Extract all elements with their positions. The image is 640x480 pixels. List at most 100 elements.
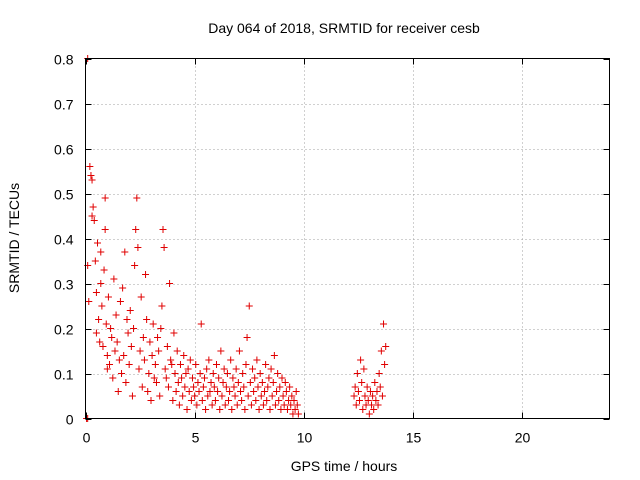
- data-point: [351, 383, 359, 391]
- data-point: [374, 401, 382, 409]
- chart-title: Day 064 of 2018, SRMTID for receiver ces…: [208, 20, 480, 36]
- data-point: [373, 388, 381, 395]
- data-point: [135, 365, 143, 373]
- data-point: [208, 401, 216, 409]
- data-point: [134, 244, 142, 251]
- data-point: [178, 374, 186, 382]
- data-point: [205, 356, 213, 364]
- y-tick-label: 0.8: [54, 52, 74, 68]
- data-point: [121, 248, 129, 256]
- data-point: [229, 374, 237, 382]
- data-point: [149, 320, 157, 328]
- data-point: [97, 248, 105, 256]
- data-point: [111, 347, 119, 355]
- data-point: [378, 392, 386, 400]
- data-point: [376, 383, 384, 391]
- data-point: [147, 397, 155, 404]
- data-point: [137, 293, 145, 301]
- data-point: [241, 406, 249, 413]
- data-point: [233, 401, 241, 409]
- data-point: [294, 410, 302, 418]
- data-point: [359, 406, 367, 413]
- data-point: [86, 163, 94, 170]
- data-point: [95, 316, 103, 323]
- data-point: [131, 262, 139, 269]
- data-point: [230, 383, 238, 391]
- data-point: [185, 388, 193, 395]
- data-point: [238, 397, 246, 404]
- data-point: [278, 374, 286, 382]
- data-point: [369, 392, 377, 400]
- data-point: [257, 392, 265, 400]
- data-point: [126, 307, 134, 314]
- data-point: [206, 388, 214, 395]
- data-point: [101, 226, 109, 233]
- data-point: [127, 343, 135, 350]
- data-point: [145, 370, 153, 377]
- data-point: [162, 374, 170, 382]
- data-point: [239, 370, 247, 377]
- data-point: [112, 311, 120, 319]
- y-tick-label: 0.2: [54, 322, 74, 338]
- data-point: [160, 244, 168, 251]
- data-point: [371, 379, 379, 386]
- data-point: [146, 338, 154, 346]
- data-point: [293, 401, 301, 409]
- data-point: [363, 383, 371, 391]
- data-point: [245, 302, 253, 310]
- x-tick-label: 20: [515, 430, 531, 446]
- data-point: [144, 388, 152, 395]
- data-point: [220, 365, 228, 373]
- data-point: [136, 347, 144, 355]
- data-point: [97, 280, 105, 287]
- data-point: [226, 388, 234, 395]
- data-point: [286, 383, 294, 391]
- data-point: [186, 356, 194, 364]
- data-point: [254, 383, 262, 391]
- x-tick-label: 5: [192, 430, 200, 446]
- data-point: [353, 370, 361, 377]
- data-point: [99, 343, 107, 350]
- data-point: [198, 397, 206, 404]
- data-point: [101, 194, 109, 202]
- data-point: [287, 401, 295, 409]
- data-point: [273, 388, 281, 395]
- data-point: [187, 397, 195, 404]
- data-point: [381, 361, 389, 368]
- data-point: [361, 392, 369, 400]
- data-point: [357, 356, 365, 364]
- data-point: [194, 379, 202, 386]
- y-axis-title: SRMTID / TECUs: [6, 183, 22, 293]
- data-point: [360, 365, 368, 373]
- data-point: [265, 374, 273, 382]
- data-point: [151, 361, 159, 368]
- data-point: [139, 334, 147, 341]
- data-point: [211, 397, 219, 404]
- data-point: [222, 383, 230, 391]
- data-point: [190, 383, 198, 391]
- data-point: [102, 320, 110, 328]
- data-point: [170, 329, 178, 337]
- data-point: [243, 334, 251, 341]
- data-point: [356, 397, 364, 404]
- data-point: [196, 370, 204, 377]
- data-point: [90, 217, 98, 224]
- data-point: [157, 325, 165, 332]
- data-point: [370, 406, 378, 413]
- data-point: [291, 406, 299, 413]
- y-tick-label: 0.4: [54, 232, 74, 248]
- data-point: [172, 388, 180, 395]
- data-point: [235, 347, 243, 355]
- data-point: [216, 406, 224, 413]
- y-tick-label: 0.3: [54, 277, 74, 293]
- data-point: [264, 383, 272, 391]
- data-point: [251, 374, 259, 382]
- data-point: [259, 401, 267, 409]
- data-point: [108, 334, 116, 341]
- data-point: [364, 397, 372, 404]
- data-point: [195, 388, 203, 395]
- data-point: [280, 401, 288, 409]
- data-point: [244, 392, 252, 400]
- data-point: [191, 392, 199, 400]
- x-tick-label: 15: [406, 430, 422, 446]
